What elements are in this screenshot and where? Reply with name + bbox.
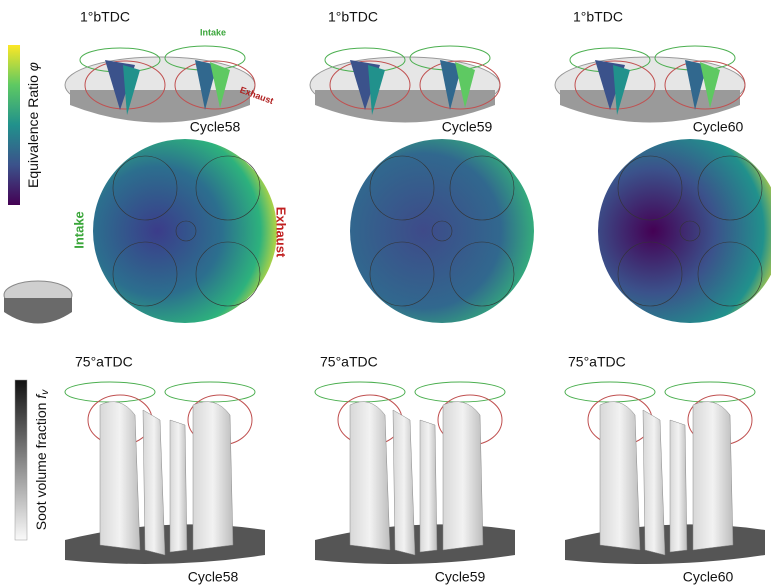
engine-view	[64, 45, 256, 123]
colorbar-label: Equivalence Ratio φ	[25, 62, 41, 188]
engine-view	[64, 381, 266, 565]
crank-angle: 75°aTDC	[75, 354, 133, 370]
inset-engine	[3, 280, 73, 324]
cycle-label: Cycle59	[435, 569, 486, 585]
cycle-label: Cycle58	[188, 569, 239, 585]
engine-view	[564, 381, 766, 565]
disc	[93, 139, 277, 323]
cycle-label: Cycle60	[693, 119, 744, 135]
colorbar-label: Soot volume fraction fv	[33, 389, 51, 530]
cycle-label: Cycle58	[190, 119, 241, 135]
colorbar	[8, 45, 20, 205]
engine-view	[309, 45, 501, 123]
crank-angle: 75°aTDC	[568, 354, 626, 370]
disc	[350, 139, 534, 323]
cycle-label: Cycle60	[683, 569, 734, 585]
disc	[598, 139, 771, 323]
crank-angle: 1°bTDC	[80, 9, 130, 25]
crank-angle: 1°bTDC	[573, 9, 623, 25]
intake-label: Intake	[200, 27, 226, 37]
disc-exhaust-label: Exhaust	[274, 207, 289, 258]
disc-intake-label: Intake	[71, 211, 86, 249]
cycle-label: Cycle59	[442, 119, 493, 135]
engine-view	[554, 45, 746, 123]
crank-angle: 1°bTDC	[328, 9, 378, 25]
engine-view	[314, 381, 516, 565]
crank-angle: 75°aTDC	[320, 354, 378, 370]
colorbar	[14, 379, 28, 541]
